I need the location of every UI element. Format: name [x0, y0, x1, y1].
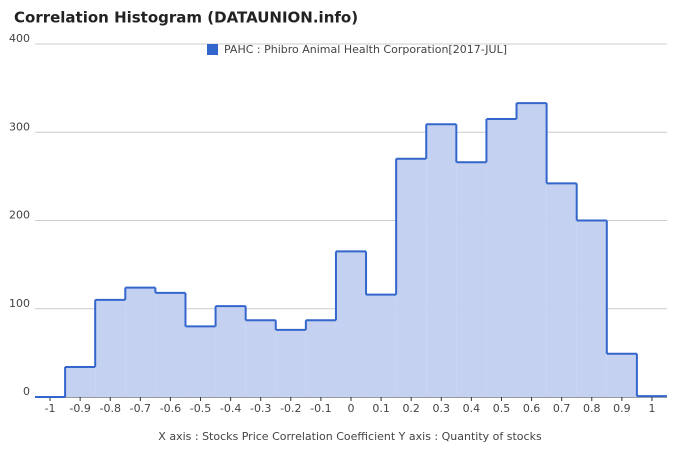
bar	[305, 320, 336, 397]
bar	[95, 299, 126, 397]
bar	[486, 119, 517, 397]
x-tick-label: -1	[45, 402, 56, 415]
x-tick-label: 0.1	[372, 402, 390, 415]
x-tick-label: -0.3	[250, 402, 271, 415]
x-tick-label: 0.9	[613, 402, 631, 415]
x-tick-label: -0.4	[220, 402, 241, 415]
y-tick-label: 400	[9, 32, 30, 45]
x-tick-label: -0.5	[190, 402, 211, 415]
bar	[335, 251, 367, 397]
bar	[215, 306, 246, 397]
x-tick-label: 0.2	[402, 402, 420, 415]
bar	[546, 183, 577, 397]
bar	[275, 329, 306, 397]
chart-title: Correlation Histogram (DATAUNION.info)	[14, 9, 358, 27]
bar	[245, 320, 276, 397]
x-axis-title: X axis : Stocks Price Correlation Coeffi…	[158, 430, 542, 443]
x-tick-label: -0.8	[100, 402, 121, 415]
bar	[456, 162, 487, 397]
x-tick-label: -0.9	[69, 402, 90, 415]
x-tick-label: -0.6	[160, 402, 181, 415]
x-tick-label: 1	[648, 402, 655, 415]
legend-swatch	[207, 44, 218, 55]
y-tick-label: 0	[23, 385, 30, 398]
bar	[155, 292, 186, 397]
y-tick-label: 300	[9, 120, 30, 133]
x-tick-label: 0.4	[463, 402, 481, 415]
x-tick-label: 0	[348, 402, 355, 415]
bar	[125, 287, 156, 397]
x-tick-label: 0.3	[433, 402, 451, 415]
legend-label: PAHC : Phibro Animal Health Corporation[…	[224, 43, 507, 56]
bar	[606, 353, 637, 397]
bar	[396, 158, 427, 397]
bar	[65, 366, 96, 397]
x-tick-label: -0.2	[280, 402, 301, 415]
bar	[366, 294, 397, 397]
bar	[576, 220, 607, 397]
y-tick-label: 100	[9, 297, 30, 310]
x-tick-label: 0.7	[553, 402, 571, 415]
bar	[516, 103, 547, 397]
bar	[185, 326, 216, 397]
x-tick-label: 0.6	[523, 402, 541, 415]
x-tick-label: 0.5	[493, 402, 511, 415]
x-tick-label: -0.7	[130, 402, 151, 415]
x-tick-label: -0.1	[310, 402, 331, 415]
y-tick-label: 200	[9, 209, 30, 222]
bar	[426, 124, 457, 398]
x-tick-label: 0.8	[583, 402, 601, 415]
